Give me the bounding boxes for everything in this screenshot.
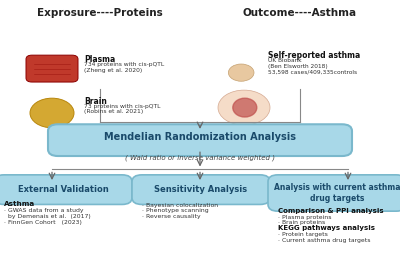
Text: Asthma: Asthma — [4, 201, 35, 207]
Text: 734 proteins with cis-pQTL
(Zheng et al. 2020): 734 proteins with cis-pQTL (Zheng et al.… — [84, 62, 164, 73]
Text: ( Wald ratio or inverse variance weighted ): ( Wald ratio or inverse variance weighte… — [125, 154, 275, 161]
Text: · GWAS data from a study
  by Demenais et al.  (2017)
· FinnGen Cohort   (2023): · GWAS data from a study by Demenais et … — [4, 208, 91, 225]
Text: Exprosure----Proteins: Exprosure----Proteins — [37, 8, 163, 18]
FancyBboxPatch shape — [268, 175, 400, 211]
Text: Outcome----Asthma: Outcome----Asthma — [243, 8, 357, 18]
Text: Comparison & PPI analysis: Comparison & PPI analysis — [278, 208, 384, 214]
Text: Analysis with current asthma
drug targets: Analysis with current asthma drug target… — [274, 183, 400, 203]
Circle shape — [228, 64, 254, 81]
Circle shape — [30, 98, 74, 128]
Ellipse shape — [233, 98, 257, 117]
FancyBboxPatch shape — [26, 55, 78, 82]
Text: UK Biobank
(Ben Elsworth 2018)
53,598 cases/409,335controls: UK Biobank (Ben Elsworth 2018) 53,598 ca… — [268, 58, 357, 75]
Text: Mendelian Randomization Analysis: Mendelian Randomization Analysis — [104, 132, 296, 142]
Text: External Validation: External Validation — [18, 185, 108, 194]
FancyBboxPatch shape — [0, 175, 132, 204]
Text: Sensitivity Analysis: Sensitivity Analysis — [154, 185, 248, 194]
Circle shape — [218, 90, 270, 125]
Text: Plasma: Plasma — [84, 55, 115, 64]
FancyBboxPatch shape — [48, 124, 352, 156]
Text: · Protein targets
· Current asthma drug targets: · Protein targets · Current asthma drug … — [278, 232, 370, 243]
Text: · Plasma proteins
· Brain proteins: · Plasma proteins · Brain proteins — [278, 215, 332, 225]
Text: Self-reported asthma: Self-reported asthma — [268, 51, 360, 60]
Text: Brain: Brain — [84, 97, 107, 106]
Text: · Bayesian colocalization
· Phenotype scanning
· Reverse causality: · Bayesian colocalization · Phenotype sc… — [142, 203, 218, 219]
Text: KEGG pathways analysis: KEGG pathways analysis — [278, 225, 375, 231]
Text: 73 proteins with cis-pQTL
(Robins et al. 2021): 73 proteins with cis-pQTL (Robins et al.… — [84, 104, 160, 114]
FancyBboxPatch shape — [132, 175, 270, 204]
